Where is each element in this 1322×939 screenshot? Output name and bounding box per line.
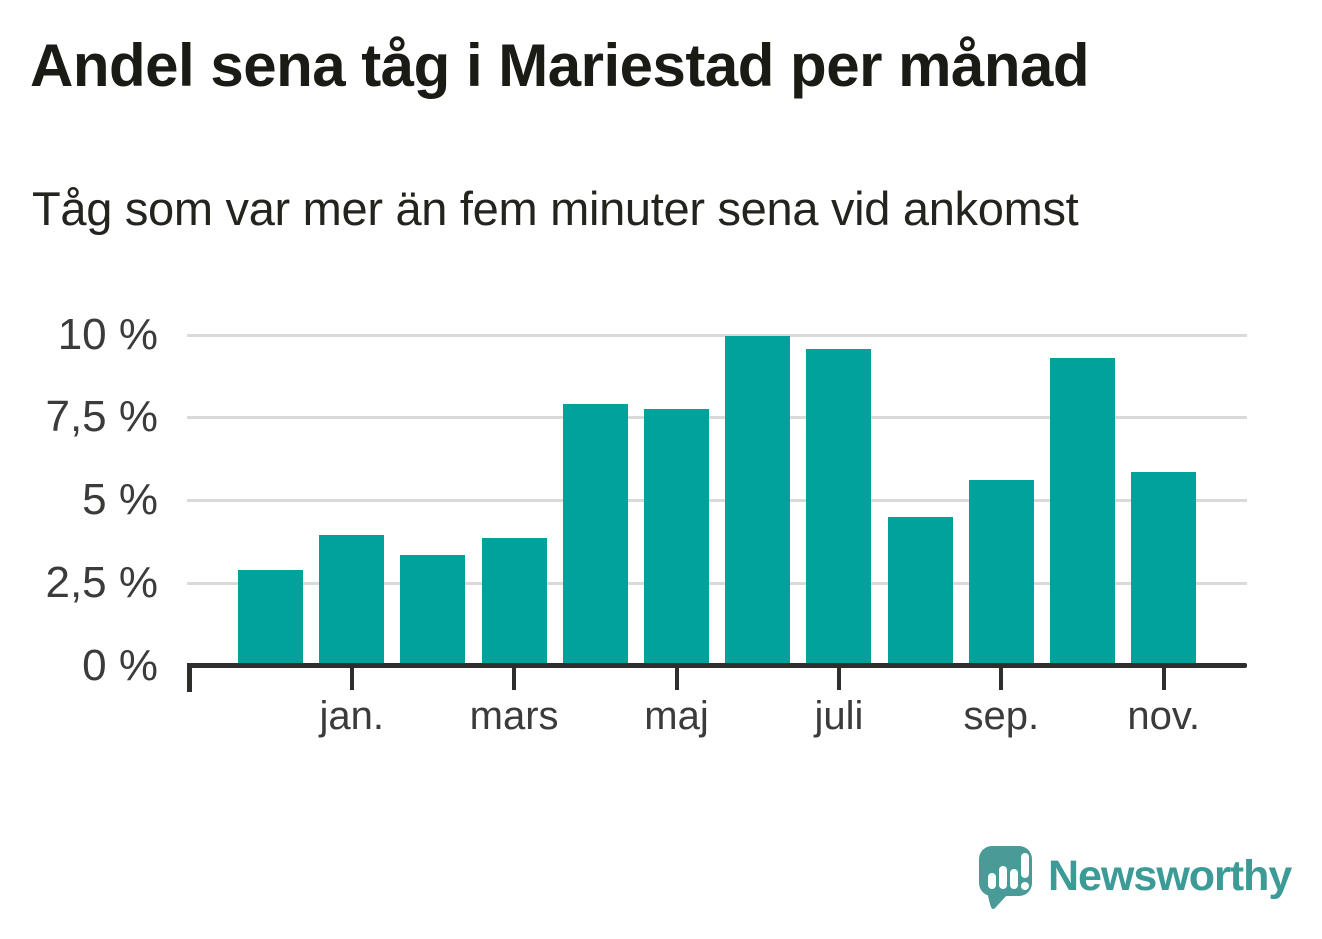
bar-juli: [806, 349, 872, 666]
bar-okt: [1050, 357, 1115, 666]
x-axis-tick: [1161, 668, 1166, 690]
bar-nov: [1131, 472, 1197, 666]
bar-maj: [644, 409, 709, 666]
bar-dec: [238, 569, 303, 666]
gridline-10%: [187, 333, 1247, 337]
x-axis-tick: [999, 668, 1004, 690]
x-axis-tick-label: sep.: [963, 694, 1040, 738]
x-axis-tick-label: maj: [644, 694, 709, 738]
y-axis-tick-label: 2,5 %: [45, 558, 158, 608]
bar-sep: [968, 480, 1034, 666]
chart-title: Andel sena tåg i Mariestad per månad: [30, 32, 1089, 99]
x-axis-tick: [674, 668, 679, 690]
x-axis-tick-label: juli: [814, 694, 864, 738]
bar-apr: [562, 404, 628, 666]
gridline-7,5%: [187, 416, 1247, 420]
newsworthy-logo-icon: [978, 844, 1034, 919]
chart-subtitle: Tåg som var mer än fem minuter sena vid …: [32, 182, 1079, 235]
bar-aug: [887, 516, 953, 666]
gridline-5%: [187, 499, 1247, 503]
x-axis-tick: [512, 668, 517, 690]
bar-mars: [481, 538, 547, 666]
bar-jan: [319, 535, 385, 666]
bar-juni: [725, 336, 791, 666]
y-axis-tick-label: 7,5 %: [45, 392, 158, 442]
bar-feb: [400, 554, 466, 666]
x-axis-tick-label: jan.: [319, 694, 384, 738]
y-axis-tick-label: 10 %: [57, 309, 158, 359]
gridline-2,5%: [187, 582, 1247, 586]
x-axis-tick: [349, 668, 354, 690]
x-axis-tick-label: mars: [469, 694, 559, 738]
y-axis-tick-label: 5 %: [82, 475, 158, 525]
x-axis-tick-label: nov.: [1127, 694, 1200, 738]
y-axis-tick-label: 0 %: [82, 641, 158, 690]
newsworthy-logo: Newsworthy: [978, 844, 1292, 919]
newsworthy-wordmark: Newsworthy: [1048, 851, 1292, 900]
x-axis-tick: [836, 668, 841, 690]
x-axis-line: [187, 663, 1247, 668]
x-axis-start-tick: [187, 663, 192, 692]
